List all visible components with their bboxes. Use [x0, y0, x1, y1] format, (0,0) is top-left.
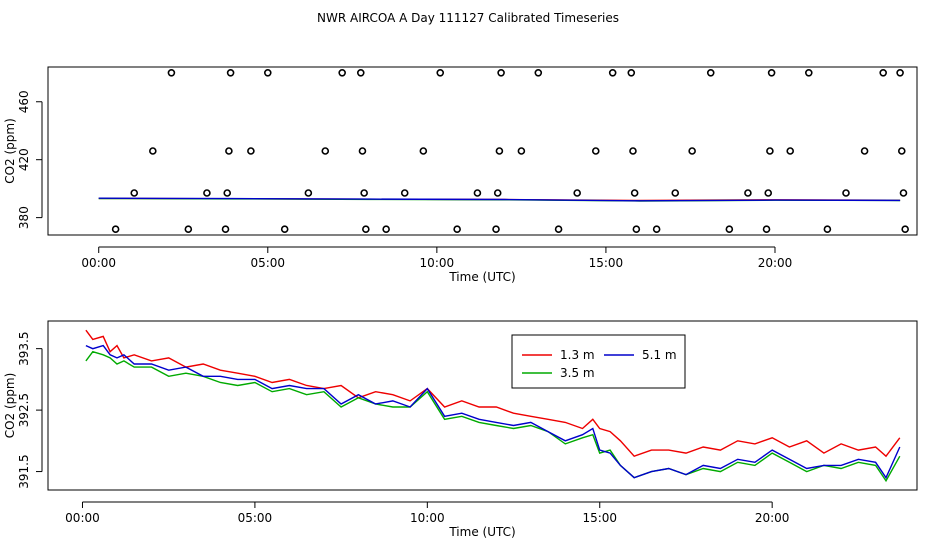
x-tick-label: 05:00 — [250, 256, 285, 270]
data-point — [360, 189, 368, 197]
plot-frame — [47, 66, 918, 236]
data-point — [762, 225, 771, 234]
legend-box — [511, 334, 686, 389]
y-tick-label: 420 — [17, 148, 31, 171]
data-point — [842, 189, 850, 197]
data-point — [573, 189, 581, 197]
chart-title: NWR AIRCOA A Day 111127 Calibrated Times… — [317, 11, 619, 25]
y-tick-label: 393.5 — [17, 331, 31, 365]
data-point — [400, 189, 409, 197]
data-point — [652, 225, 661, 234]
data-point — [321, 147, 330, 155]
data-point — [382, 225, 390, 234]
data-point — [493, 189, 502, 197]
data-point — [591, 147, 600, 155]
data-point — [358, 147, 367, 155]
data-point — [419, 147, 428, 155]
y-axis-label: CO2 (ppm) — [3, 118, 17, 184]
data-point — [130, 189, 139, 197]
data-point — [627, 68, 636, 77]
data-point — [632, 225, 641, 234]
x-tick-label: 20:00 — [758, 256, 793, 270]
data-point — [517, 147, 526, 155]
data-point — [804, 68, 813, 77]
legend: 1.3 m 3.5 m 5.1 m — [511, 334, 686, 389]
top-panel: 00:00 05:00 10:00 15:00 20:00 Time (UTC) 380 42… — [3, 66, 918, 284]
data-point — [492, 225, 500, 234]
data-point — [495, 147, 504, 155]
series-line-1-3-m — [85, 329, 901, 458]
data-point — [629, 147, 637, 155]
data-point — [786, 147, 795, 155]
x-tick-label: 00:00 — [81, 256, 116, 270]
data-point — [226, 68, 235, 77]
legend-label: 5.1 m — [642, 348, 677, 362]
data-point — [688, 147, 696, 155]
data-point — [534, 68, 543, 77]
data-point — [899, 189, 908, 197]
data-point — [247, 147, 255, 155]
data-point — [901, 225, 909, 234]
data-point — [453, 225, 461, 234]
data-point — [766, 147, 774, 155]
data-point — [111, 225, 120, 234]
data-point — [167, 68, 176, 77]
series-line — [98, 197, 901, 202]
data-point — [767, 68, 776, 77]
data-point — [223, 189, 232, 197]
data-point — [184, 225, 193, 234]
data-point — [860, 147, 869, 155]
x-tick-label: 15:00 — [589, 256, 624, 270]
bottom-panel: 00:00 05:00 10:00 15:00 20:00 Time (UTC) 391.5… — [3, 320, 918, 539]
data-point — [203, 189, 211, 197]
data-point — [823, 225, 832, 234]
data-point — [725, 225, 734, 234]
data-point — [608, 68, 617, 77]
data-point — [671, 189, 680, 197]
plot-frame — [47, 320, 918, 491]
data-point — [764, 189, 773, 197]
legend-label: 1.3 m — [560, 348, 595, 362]
data-point — [630, 189, 639, 197]
y-tick-label: 391.5 — [17, 454, 31, 488]
x-axis-label: Time (UTC) — [448, 270, 515, 284]
legend-label: 3.5 m — [560, 366, 595, 380]
data-point — [304, 189, 313, 197]
x-tick-label: 15:00 — [582, 511, 617, 525]
x-tick-label: 20:00 — [755, 511, 790, 525]
x-tick-label: 10:00 — [410, 511, 445, 525]
data-point — [356, 68, 365, 77]
data-point — [473, 189, 482, 197]
data-point — [879, 68, 887, 77]
x-axis-label: Time (UTC) — [448, 525, 515, 539]
data-point — [744, 189, 752, 197]
x-tick-label: 10:00 — [420, 256, 455, 270]
y-tick-label: 380 — [17, 206, 31, 229]
data-point — [225, 147, 233, 155]
y-tick-label: 392.5 — [17, 393, 31, 427]
data-point — [263, 68, 272, 77]
x-tick-label: 05:00 — [238, 511, 273, 525]
data-point — [221, 225, 230, 234]
y-tick-label: 460 — [17, 90, 31, 113]
data-point — [436, 68, 445, 77]
data-point — [362, 225, 370, 234]
data-point — [554, 225, 563, 234]
data-point — [897, 147, 906, 155]
data-point — [497, 68, 505, 77]
x-tick-label: 00:00 — [65, 511, 100, 525]
series-line-3-5-m — [85, 350, 901, 483]
data-point — [149, 147, 157, 155]
data-point — [706, 68, 715, 77]
data-point — [896, 68, 904, 77]
series-line-5-1-m — [85, 344, 901, 480]
data-point — [280, 225, 289, 234]
y-axis-label: CO2 (ppm) — [3, 373, 17, 439]
data-point — [338, 68, 346, 77]
